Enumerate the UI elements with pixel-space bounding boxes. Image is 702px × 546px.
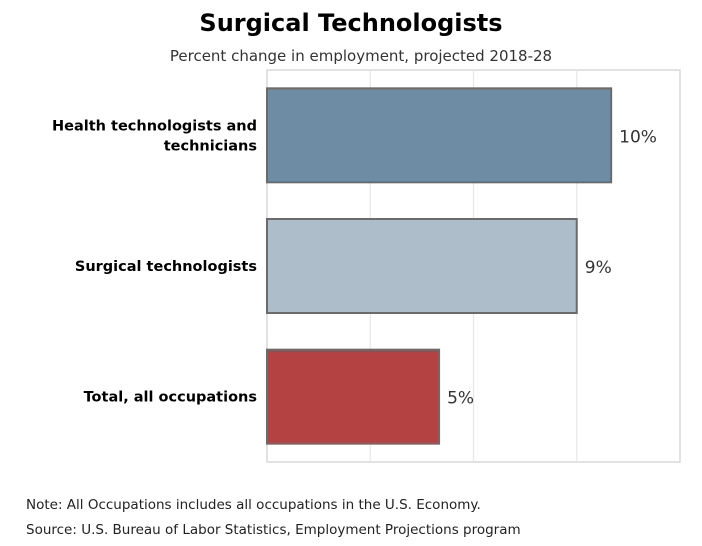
category-label: Total, all occupations [84, 390, 257, 406]
source-text: Source: U.S. Bureau of Labor Statistics,… [26, 522, 521, 538]
chart-subtitle: Percent change in employment, projected … [169, 47, 553, 65]
chart-title: Surgical Technologists [199, 9, 503, 37]
data-label: 5% [447, 389, 474, 409]
category-label-line: Surgical technologists [75, 259, 257, 275]
category-label: Surgical technologists [75, 259, 257, 275]
bar [266, 218, 578, 314]
category-label-line: technicians [164, 138, 257, 154]
data-label: 10% [619, 127, 657, 147]
bar [266, 348, 441, 445]
bar [266, 87, 613, 184]
data-label: 9% [585, 258, 612, 278]
category-label: Health technologists and technicians [52, 118, 257, 154]
note-text: Note: All Occupations includes all occup… [26, 497, 481, 513]
category-label-line: Total, all occupations [84, 390, 257, 406]
category-label-line: Health technologists and [52, 118, 257, 134]
